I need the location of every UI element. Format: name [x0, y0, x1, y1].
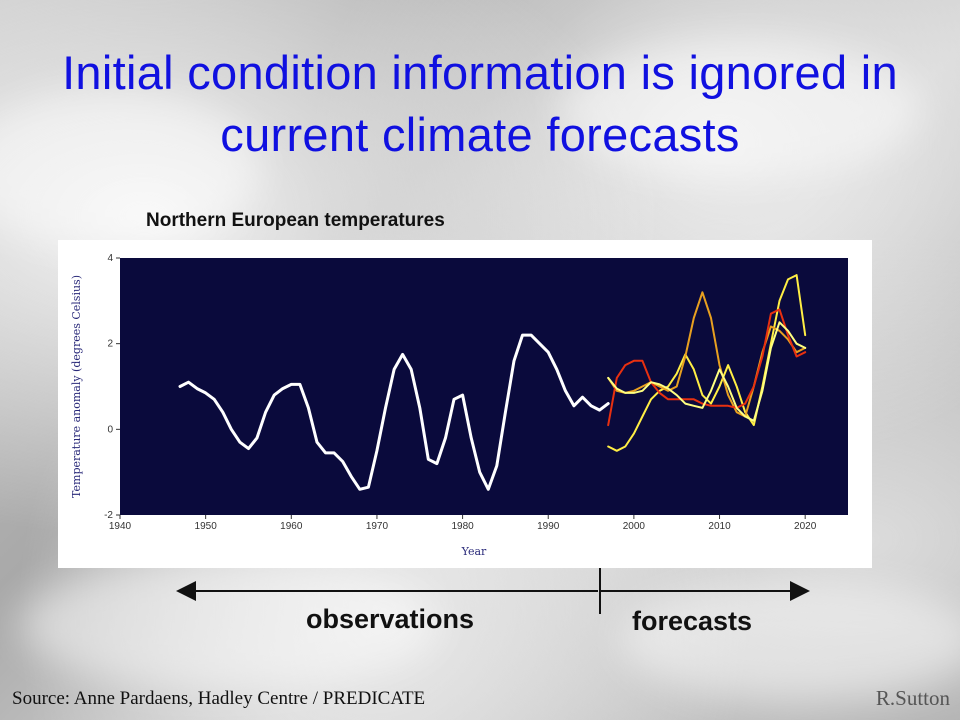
background-cloud	[20, 560, 440, 690]
x-tick-label: 1940	[109, 521, 132, 532]
x-axis-label: Year	[461, 545, 487, 558]
forecast-series-line	[607, 291, 807, 418]
background-cloud	[0, 90, 260, 250]
x-tick-label: 2000	[623, 521, 646, 532]
slide-title: Initial condition information is ignored…	[62, 46, 898, 161]
background-cloud	[620, 580, 960, 700]
x-tick-label: 1950	[195, 521, 218, 532]
forecast-series-line	[607, 308, 807, 427]
plot-area	[120, 258, 848, 515]
background-cloud	[560, 40, 920, 180]
observations-series-line	[178, 333, 610, 491]
y-tick-label: 4	[107, 253, 113, 264]
temperature-chart: 1940 1950 1960 1970 1980 1990 2000 2010 2020 -2 0 2…	[70, 253, 848, 558]
chart-container: 1940 1950 1960 1970 1980 1990 2000 2010 2020 -2 0 2…	[58, 240, 872, 568]
x-tick-label: 1970	[366, 521, 389, 532]
x-tick-label: 1980	[451, 521, 474, 532]
chart-title: Northern European temperatures	[146, 210, 445, 231]
forecast-series-line	[607, 321, 807, 422]
y-tick-label: -2	[104, 510, 113, 521]
x-tick-label: 1990	[537, 521, 560, 532]
x-tick-label: 1960	[280, 521, 303, 532]
y-tick-label: 0	[107, 424, 113, 435]
x-tick-label: 2010	[708, 521, 731, 532]
y-tick-label: 2	[107, 339, 113, 350]
x-tick-label: 2020	[794, 521, 817, 532]
source-citation: Source: Anne Pardaens, Hadley Centre / P…	[12, 688, 426, 709]
forecasts-label: forecasts	[632, 606, 753, 636]
observations-label: observations	[306, 604, 475, 634]
author-credit: R.Sutton	[875, 686, 950, 710]
y-axis-label: Temperature anomaly (degrees Celsius)	[70, 275, 83, 498]
